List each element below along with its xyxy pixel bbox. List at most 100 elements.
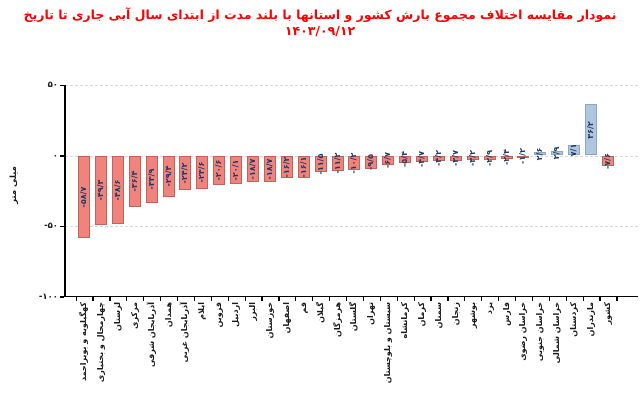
bar <box>230 155 243 184</box>
x-axis-label: یزد <box>484 302 494 315</box>
x-axis-tick <box>109 297 111 301</box>
bar <box>348 155 361 170</box>
x-axis-label: خراسان جنوبی <box>535 302 545 362</box>
x-axis-label: قزوین <box>214 302 224 328</box>
x-axis-tick <box>160 297 162 301</box>
x-axis-label: کرمانشاه <box>400 302 410 339</box>
x-axis-label: فارس <box>501 302 511 326</box>
bar <box>78 155 90 239</box>
x-axis-tick <box>295 297 297 301</box>
x-axis-label: کهگیلویه و بویراحمد <box>79 302 88 382</box>
bar <box>145 155 158 204</box>
x-axis-label: کرمان <box>417 302 426 327</box>
x-axis-label: خراسان رضوی <box>518 302 528 361</box>
gridline <box>65 226 638 227</box>
y-axis-tick <box>60 296 64 298</box>
x-axis-tick <box>92 297 94 301</box>
gridline <box>65 85 638 86</box>
x-axis-tick <box>498 297 500 301</box>
x-axis-label: آذربایجان غربی <box>180 302 190 363</box>
y-axis-tick <box>60 225 64 227</box>
x-axis-tick <box>75 297 77 301</box>
bar <box>517 155 530 158</box>
x-axis-tick <box>345 297 348 301</box>
x-axis-label: چهارمحال و بختیاری <box>95 302 105 383</box>
bar <box>365 155 378 169</box>
chart-title: نمودار مقایسه اختلاف مجموع بارش کشور و ا… <box>23 7 617 39</box>
x-axis-tick <box>278 297 280 301</box>
x-axis-label: خراسان شمالی <box>552 302 562 364</box>
x-axis-tick <box>312 297 314 301</box>
bar <box>432 155 445 162</box>
x-axis-tick <box>379 297 381 301</box>
bar <box>449 155 462 161</box>
x-axis-tick <box>362 297 365 301</box>
x-axis-label: گلستان <box>349 302 359 332</box>
bar <box>314 155 327 172</box>
x-axis-tick <box>396 297 398 301</box>
bar <box>551 151 564 156</box>
bar <box>585 104 597 156</box>
x-axis-tick <box>565 297 567 301</box>
x-axis-line <box>63 295 638 298</box>
x-axis-label: کشور <box>602 302 612 325</box>
bar <box>196 155 209 189</box>
bar <box>382 155 395 165</box>
x-axis-tick <box>413 297 415 301</box>
x-axis-label: گیلان <box>315 302 325 323</box>
x-axis-tick <box>193 297 196 301</box>
x-axis-tick <box>176 297 179 301</box>
x-axis-tick <box>548 297 550 301</box>
y-tick-label: -۱۰۰ <box>38 291 58 302</box>
x-axis-tick <box>599 297 601 301</box>
x-axis-tick <box>464 297 466 301</box>
x-axis-tick <box>210 297 212 301</box>
x-axis-label: بوشهر <box>467 302 477 329</box>
bar <box>534 151 547 156</box>
x-axis-tick <box>126 297 128 301</box>
x-axis-label: همدان <box>163 302 173 328</box>
bar <box>601 155 614 167</box>
x-axis-tick <box>143 297 145 301</box>
bar <box>466 155 479 160</box>
y-axis-tick <box>60 155 64 157</box>
x-axis-tick <box>616 297 618 301</box>
x-axis-tick <box>227 297 229 301</box>
x-axis-tick <box>329 297 331 301</box>
x-axis-label: مازندران <box>586 302 595 337</box>
bar <box>213 155 226 185</box>
x-axis-tick <box>261 297 263 301</box>
x-axis-label: اردبیل <box>231 302 241 327</box>
x-axis-label: البرز <box>248 302 257 321</box>
x-axis-label: سیستان و بلوچستان <box>383 302 393 384</box>
bar <box>162 155 175 197</box>
y-tick-label: -۵۰ <box>44 221 58 231</box>
x-axis-label: قم <box>298 302 308 314</box>
bar <box>263 155 276 182</box>
bar <box>111 155 124 225</box>
x-axis-tick <box>531 297 534 301</box>
bar <box>179 155 192 190</box>
y-axis-title: میلی متر <box>9 166 19 204</box>
x-axis-tick <box>514 297 517 301</box>
x-axis-tick <box>582 297 584 301</box>
y-tick-label: ۰ <box>52 150 58 161</box>
x-axis-label: ایلام <box>197 302 207 320</box>
x-axis-tick <box>447 297 449 301</box>
y-axis-tick <box>60 84 64 86</box>
x-axis-label: کردستان <box>569 302 579 337</box>
bar <box>297 155 310 179</box>
y-axis-line <box>63 85 66 297</box>
x-axis-tick <box>481 297 483 301</box>
bar <box>247 155 259 182</box>
x-axis-label: مرکزی <box>129 302 139 329</box>
x-axis-label: سمنان <box>433 302 443 329</box>
bar <box>568 145 581 156</box>
bar <box>399 155 412 164</box>
y-tick-label: ۵۰ <box>47 80 58 90</box>
bar <box>280 155 293 179</box>
x-axis-label: هرمزگان <box>332 302 342 337</box>
bar <box>483 155 496 160</box>
bar <box>416 155 428 163</box>
